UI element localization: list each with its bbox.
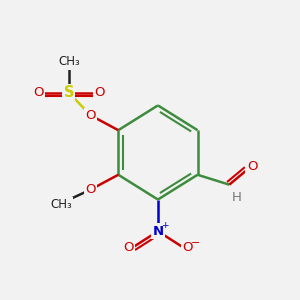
Text: O: O	[85, 109, 96, 122]
Text: −: −	[191, 238, 200, 248]
Text: H: H	[232, 191, 242, 204]
Text: O: O	[33, 86, 43, 99]
Text: O: O	[123, 241, 134, 254]
Text: +: +	[161, 221, 169, 230]
Text: O: O	[182, 241, 193, 254]
Text: O: O	[247, 160, 257, 173]
Text: N: N	[152, 225, 164, 238]
Text: CH₃: CH₃	[58, 55, 80, 68]
Text: O: O	[94, 86, 105, 99]
Text: O: O	[85, 183, 96, 196]
Text: S: S	[64, 85, 74, 100]
Text: CH₃: CH₃	[50, 198, 72, 211]
